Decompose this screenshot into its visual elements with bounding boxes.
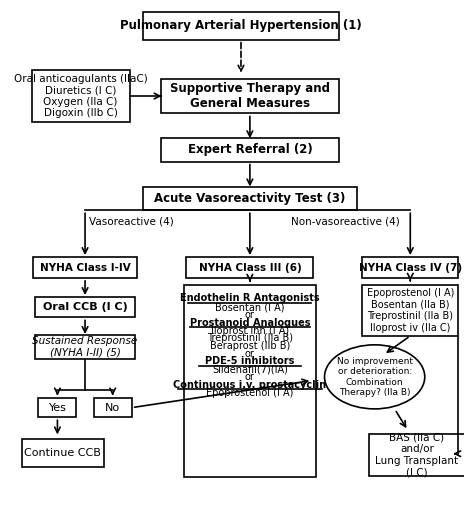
Text: Expert Referral (2): Expert Referral (2) [188,143,312,156]
FancyBboxPatch shape [21,439,104,467]
FancyBboxPatch shape [35,335,135,359]
Text: No improvement
or deterioration:
Combination
Therapy? (IIa B): No improvement or deterioration: Combina… [337,357,413,397]
FancyBboxPatch shape [363,257,458,278]
FancyBboxPatch shape [143,12,339,40]
Text: Epoprostenol (I A): Epoprostenol (I A) [206,388,293,398]
Text: Endothelin R Antagonists: Endothelin R Antagonists [180,294,319,304]
Text: Non-vasoreactive (4): Non-vasoreactive (4) [292,217,400,226]
Text: PDE-5 inhibitors: PDE-5 inhibitors [205,356,294,367]
FancyBboxPatch shape [33,257,137,278]
Text: Vasoreactive (4): Vasoreactive (4) [90,217,174,226]
Text: Continuous i.v. prostacyclin: Continuous i.v. prostacyclin [173,380,327,390]
FancyBboxPatch shape [94,398,132,418]
Text: Oral anticoagulants (IIaC)
Diuretics (I C)
Oxygen (IIa C)
Digoxin (IIb C): Oral anticoagulants (IIaC) Diuretics (I … [14,74,147,119]
Text: Treprostinil (IIa B): Treprostinil (IIa B) [207,334,293,343]
Text: Pulmonary Arterial Hypertension (1): Pulmonary Arterial Hypertension (1) [120,19,362,32]
Text: Epoprostenol (I A)
Bosentan (IIa B)
Treprostinil (IIa B)
Iloprost iv (IIa C): Epoprostenol (I A) Bosentan (IIa B) Trep… [366,288,454,333]
FancyBboxPatch shape [32,70,129,122]
Text: Oral CCB (I C): Oral CCB (I C) [43,302,128,312]
Text: or: or [245,310,255,320]
Text: Beraprost (IIb B): Beraprost (IIb B) [210,341,290,351]
Text: No: No [105,402,120,413]
FancyBboxPatch shape [35,297,135,318]
Text: NYHA Class III (6): NYHA Class III (6) [199,263,301,272]
Text: Iloprost inh (I A): Iloprost inh (I A) [211,326,289,336]
Text: BAS (IIa C)
and/or
Lung Transplant
(I C): BAS (IIa C) and/or Lung Transplant (I C) [375,433,458,477]
Text: Bosentan (I A): Bosentan (I A) [215,302,285,312]
Text: Acute Vasoreactivity Test (3): Acute Vasoreactivity Test (3) [154,192,346,205]
Text: Yes: Yes [48,402,66,413]
FancyBboxPatch shape [186,257,313,278]
Text: or: or [245,372,255,382]
FancyBboxPatch shape [161,79,339,113]
FancyBboxPatch shape [363,284,458,336]
Text: Sildenafil(7)(IA): Sildenafil(7)(IA) [212,365,288,375]
Text: Supportive Therapy and
General Measures: Supportive Therapy and General Measures [170,82,330,110]
Text: Continue CCB: Continue CCB [24,448,101,458]
Text: Prostanoid Analogues: Prostanoid Analogues [190,318,310,327]
Text: NYHA Class I-IV: NYHA Class I-IV [40,263,130,272]
Text: NYHA Class IV (7): NYHA Class IV (7) [359,263,462,272]
Text: Sustained Response
(NYHA I-II) (5): Sustained Response (NYHA I-II) (5) [32,336,137,358]
Text: or: or [245,349,255,359]
FancyBboxPatch shape [143,187,357,210]
FancyBboxPatch shape [161,138,339,162]
Ellipse shape [325,345,425,409]
FancyBboxPatch shape [184,285,316,477]
FancyBboxPatch shape [38,398,76,418]
FancyBboxPatch shape [369,434,465,476]
